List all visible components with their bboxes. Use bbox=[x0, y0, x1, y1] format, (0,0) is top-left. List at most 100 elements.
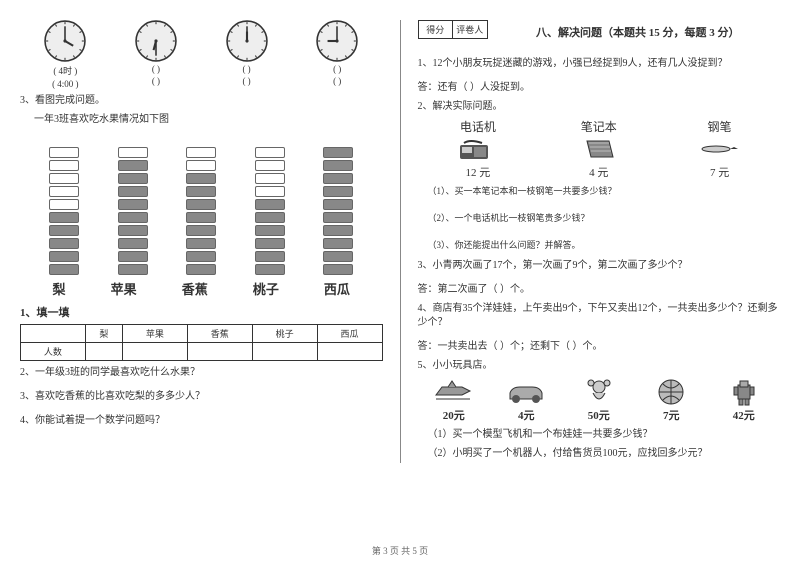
shop-item: 笔记本 4 元 bbox=[579, 118, 619, 180]
bar-cell bbox=[255, 212, 285, 223]
bar-cell bbox=[255, 238, 285, 249]
table-header-cell: 香蕉 bbox=[187, 325, 252, 343]
clock: ( ) ( ) bbox=[316, 20, 358, 89]
toy-item: 20元 bbox=[432, 377, 476, 423]
section-8-title: 八、解决问题（本题共 15 分，每题 3 分） bbox=[496, 24, 781, 40]
toy-price: 20元 bbox=[432, 407, 476, 423]
bar-cell bbox=[49, 238, 79, 249]
r-q2-2: （2）、一个电话机比一枝钢笔贵多少钱？ bbox=[428, 211, 781, 224]
bar-column bbox=[255, 147, 285, 275]
bar-cell bbox=[118, 264, 148, 275]
bar-cell bbox=[186, 173, 216, 184]
r-q2-3: （3）、你还能提出什么问题？并解答。 bbox=[428, 238, 781, 251]
shop-item: 电话机 12 元 bbox=[458, 118, 498, 180]
page-footer: 第 3 页 共 5 页 bbox=[0, 544, 800, 557]
bar-cell bbox=[49, 264, 79, 275]
table-row-label: 人数 bbox=[21, 343, 86, 361]
bar-cell bbox=[118, 251, 148, 262]
toy-price: 7元 bbox=[649, 407, 693, 423]
r-q1-ans: 答：还有（ ）人没捉到。 bbox=[418, 81, 781, 95]
r-q5: 5、小小玩具店。 bbox=[418, 359, 781, 373]
bar-cell bbox=[255, 173, 285, 184]
clock: ( 4时 ) ( 4:00 ) bbox=[44, 20, 86, 89]
fill-title: 1、填一填 bbox=[20, 304, 383, 320]
bar-cell bbox=[186, 199, 216, 210]
bar-cell bbox=[118, 225, 148, 236]
item-price: 7 元 bbox=[700, 164, 740, 180]
bar-cell bbox=[323, 186, 353, 197]
r-q3: 3、小青两次画了17个，第一次画了9个，第二次画了多少个？ bbox=[418, 259, 781, 273]
bar-cell bbox=[49, 225, 79, 236]
r-q2: 2、解决实际问题。 bbox=[418, 100, 781, 114]
bar-cell bbox=[323, 212, 353, 223]
item-name: 笔记本 bbox=[579, 118, 619, 135]
clock: ( ) ( ) bbox=[226, 20, 268, 89]
toy-item: 7元 bbox=[649, 377, 693, 423]
right-column: 得分 评卷人 八、解决问题（本题共 15 分，每题 3 分） 1、12个小朋友玩… bbox=[418, 20, 781, 463]
bar-column bbox=[186, 147, 216, 275]
grader-label: 评卷人 bbox=[453, 21, 487, 38]
bar-cell bbox=[323, 199, 353, 210]
score-label: 得分 bbox=[419, 21, 454, 38]
r-q4-ans: 答：一共卖出去（ ）个；还剩下（ ）个。 bbox=[418, 340, 781, 354]
table-cell bbox=[252, 343, 317, 361]
bar-cell bbox=[49, 173, 79, 184]
column-divider bbox=[400, 20, 401, 463]
bar-cell bbox=[255, 160, 285, 171]
sub-q2: 2、一年级3班的同学最喜欢吃什么水果？ bbox=[20, 366, 383, 380]
table-cell bbox=[317, 343, 382, 361]
bar-cell bbox=[255, 147, 285, 158]
bar-cell bbox=[49, 186, 79, 197]
bar-cell bbox=[49, 147, 79, 158]
bar-cell bbox=[118, 186, 148, 197]
clocks-row: ( 4时 ) ( 4:00 ) ( ) ( ) ( ) ( ) bbox=[20, 20, 383, 89]
bar-cell bbox=[186, 225, 216, 236]
r-q1: 1、12个小朋友玩捉迷藏的游戏，小强已经捉到9人，还有几人没捉到？ bbox=[418, 57, 781, 71]
clock-label-1: ( ) bbox=[226, 64, 268, 74]
table-cell bbox=[122, 343, 187, 361]
table-header-cell: 西瓜 bbox=[317, 325, 382, 343]
score-box: 得分 评卷人 bbox=[418, 20, 488, 38]
bar-cell bbox=[255, 186, 285, 197]
clock-label-1: ( ) bbox=[135, 64, 177, 74]
fruit-label: 香蕉 bbox=[182, 279, 208, 298]
item-name: 钢笔 bbox=[700, 118, 740, 135]
bar-cell bbox=[186, 147, 216, 158]
fruit-label: 桃子 bbox=[253, 279, 279, 298]
bar-cell bbox=[118, 238, 148, 249]
clock-label-2: ( ) bbox=[135, 76, 177, 86]
item-price: 4 元 bbox=[579, 164, 619, 180]
toy-item: 4元 bbox=[504, 377, 548, 423]
table-header-cell: 桃子 bbox=[252, 325, 317, 343]
bar-cell bbox=[118, 212, 148, 223]
r-q5-2: （2）小明买了一个机器人，付给售货员100元，应找回多少元？ bbox=[428, 447, 781, 461]
bar-column bbox=[49, 147, 79, 275]
bar-cell bbox=[186, 160, 216, 171]
table-header-cell: 苹果 bbox=[122, 325, 187, 343]
bar-cell bbox=[118, 147, 148, 158]
clock-label-1: ( 4时 ) bbox=[44, 64, 86, 77]
sub-q4: 4、你能试着提一个数学问题吗？ bbox=[20, 414, 383, 428]
bar-cell bbox=[186, 212, 216, 223]
toys-row: 20元 4元 50元 7元 42元 bbox=[418, 377, 781, 423]
item-price: 12 元 bbox=[458, 164, 498, 180]
clock-label-2: ( ) bbox=[226, 76, 268, 86]
bar-cell bbox=[255, 199, 285, 210]
toy-item: 50元 bbox=[577, 377, 621, 423]
bar-cell bbox=[323, 160, 353, 171]
score-line bbox=[418, 38, 488, 52]
bar-column bbox=[118, 147, 148, 275]
bar-cell bbox=[118, 199, 148, 210]
bar-cell bbox=[186, 186, 216, 197]
bar-cell bbox=[186, 238, 216, 249]
bar-cell bbox=[49, 212, 79, 223]
r-q3-ans: 答：第二次画了（ ）个。 bbox=[418, 283, 781, 297]
r-q5-1: （1）买一个模型飞机和一个布娃娃一共要多少钱？ bbox=[428, 428, 781, 442]
bar-cell bbox=[323, 238, 353, 249]
clock-label-2: ( ) bbox=[316, 76, 358, 86]
fruit-label: 苹果 bbox=[111, 279, 137, 298]
toy-price: 50元 bbox=[577, 407, 621, 423]
bar-cell bbox=[255, 225, 285, 236]
bar-cell bbox=[186, 251, 216, 262]
fruit-table: 梨苹果香蕉桃子西瓜 人数 bbox=[20, 324, 383, 361]
